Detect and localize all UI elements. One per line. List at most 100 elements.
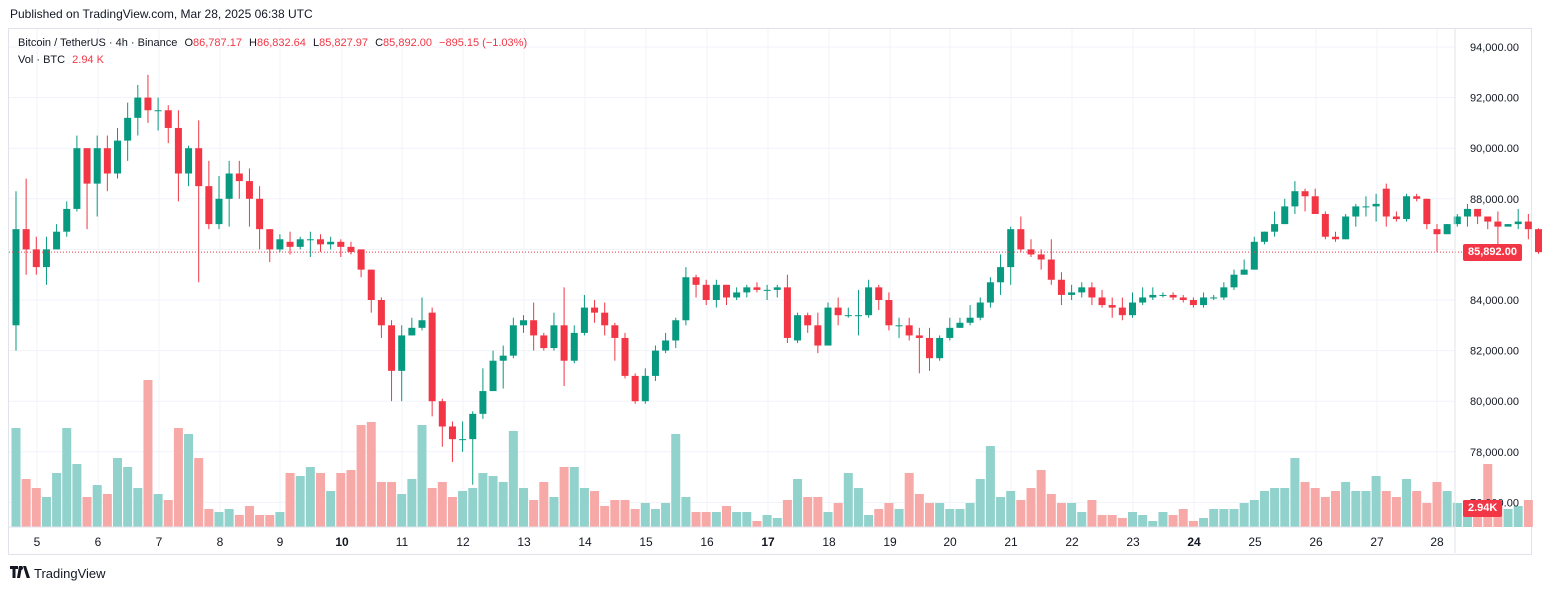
volume-bar — [1300, 482, 1310, 527]
candle-body — [570, 332, 578, 361]
volume-bar — [1402, 479, 1412, 527]
candle-body — [185, 148, 193, 174]
volume-bar — [711, 512, 721, 527]
volume-bar — [1067, 503, 1077, 527]
candle-body — [286, 241, 294, 247]
candle-body — [1230, 274, 1238, 288]
candle-body — [1088, 287, 1096, 298]
volume-bar — [1270, 488, 1280, 527]
legend-volume-label[interactable]: Vol · BTC — [18, 54, 66, 66]
volume-bar — [21, 479, 31, 527]
volume-bar — [671, 434, 681, 527]
candle-body — [1494, 221, 1502, 227]
volume-bar — [874, 509, 884, 527]
volume-bar — [1046, 494, 1056, 527]
volume-bar — [82, 497, 92, 527]
candle-body — [915, 335, 923, 338]
volume-bar — [1016, 500, 1026, 527]
footer-brand[interactable]: TradingView — [34, 566, 106, 581]
volume-bar — [336, 473, 346, 527]
volume-bar — [1138, 515, 1148, 527]
candle-body — [1413, 196, 1421, 199]
candle-body — [144, 97, 152, 111]
candle-body — [682, 277, 690, 321]
candle-body — [469, 413, 477, 440]
volume-bar — [985, 446, 995, 527]
volume-bar — [458, 491, 468, 527]
volume-bar — [600, 506, 610, 527]
volume-bar — [356, 425, 366, 527]
candle-body — [662, 340, 670, 351]
volume-bar — [1331, 491, 1340, 527]
legend-symbol[interactable]: Bitcoin / TetherUS · 4h · Binance — [18, 37, 178, 49]
volume-bar — [1128, 512, 1137, 527]
candle-body — [317, 239, 324, 245]
tradingview-logo-icon[interactable] — [10, 566, 30, 581]
volume-bar — [1432, 482, 1442, 527]
candle-body — [408, 327, 416, 336]
candle-body — [976, 302, 984, 318]
candle-body — [1189, 300, 1197, 306]
candle-body — [550, 325, 558, 349]
candle-body — [824, 307, 832, 346]
candle-body — [1453, 216, 1461, 225]
volume-bar — [661, 503, 671, 527]
volume-bar — [1442, 491, 1452, 527]
candle-body — [398, 335, 406, 371]
x-tick-label: 21 — [1004, 535, 1018, 549]
y-tick-label: 82,000.00 — [1470, 346, 1519, 358]
x-tick-label: 13 — [517, 535, 531, 549]
volume-bar — [630, 509, 640, 527]
candle-body — [1484, 216, 1492, 222]
candle-body — [1504, 224, 1512, 227]
volume-bar — [244, 506, 254, 527]
volume-bar — [326, 491, 336, 527]
candle-body — [1260, 231, 1268, 242]
candle-body — [753, 287, 761, 290]
candle-body — [154, 110, 162, 112]
volume-bar — [1148, 521, 1158, 527]
x-tick-label: 16 — [700, 535, 714, 549]
candle-body — [530, 320, 538, 336]
volume-bar — [813, 497, 823, 527]
candle-body — [540, 335, 548, 349]
footer: TradingView — [10, 566, 106, 581]
volume-bar — [762, 515, 772, 527]
volume-bar — [529, 500, 539, 527]
candle-body — [367, 269, 375, 300]
volume-bar — [255, 515, 265, 527]
volume-bar — [214, 512, 224, 527]
x-tick-label: 7 — [156, 535, 163, 549]
candle-body — [1362, 206, 1370, 208]
legend-high-label: H — [249, 37, 257, 49]
candle-body — [357, 249, 365, 270]
volume-bar — [823, 512, 833, 527]
candle-body — [1169, 294, 1177, 298]
candle-body — [377, 300, 385, 326]
candle-body — [1535, 229, 1542, 253]
volume-bar — [782, 500, 792, 527]
volume-bar — [62, 428, 72, 527]
volume-bar — [1036, 470, 1046, 527]
candle-body — [966, 317, 974, 323]
x-tick-label: 11 — [396, 535, 409, 549]
volume-bar — [1310, 488, 1320, 527]
candles — [12, 74, 1542, 485]
candle-body — [702, 284, 710, 300]
volume-bar — [427, 488, 437, 527]
candle-body — [1200, 297, 1208, 306]
candle-body — [215, 198, 223, 225]
volume-bar — [1381, 491, 1391, 527]
volume-bar — [793, 479, 803, 527]
volume-bar — [163, 500, 173, 527]
candle-body — [124, 117, 132, 141]
volume-bar — [1199, 518, 1209, 527]
price-axis[interactable]: 94,000.0092,000.0090,000.0088,000.0086,0… — [1454, 29, 1519, 553]
candle-body — [723, 284, 730, 298]
candle-body — [63, 208, 71, 232]
time-axis[interactable]: 5 6 7 8 9 10 11 12 13 14 15 16 17 18 19 20 21 22 23 24 25 26 2… — [9, 526, 1455, 549]
x-tick-label: 23 — [1126, 535, 1140, 549]
volume-bar — [1087, 500, 1097, 527]
chart-frame[interactable] — [8, 28, 1532, 555]
